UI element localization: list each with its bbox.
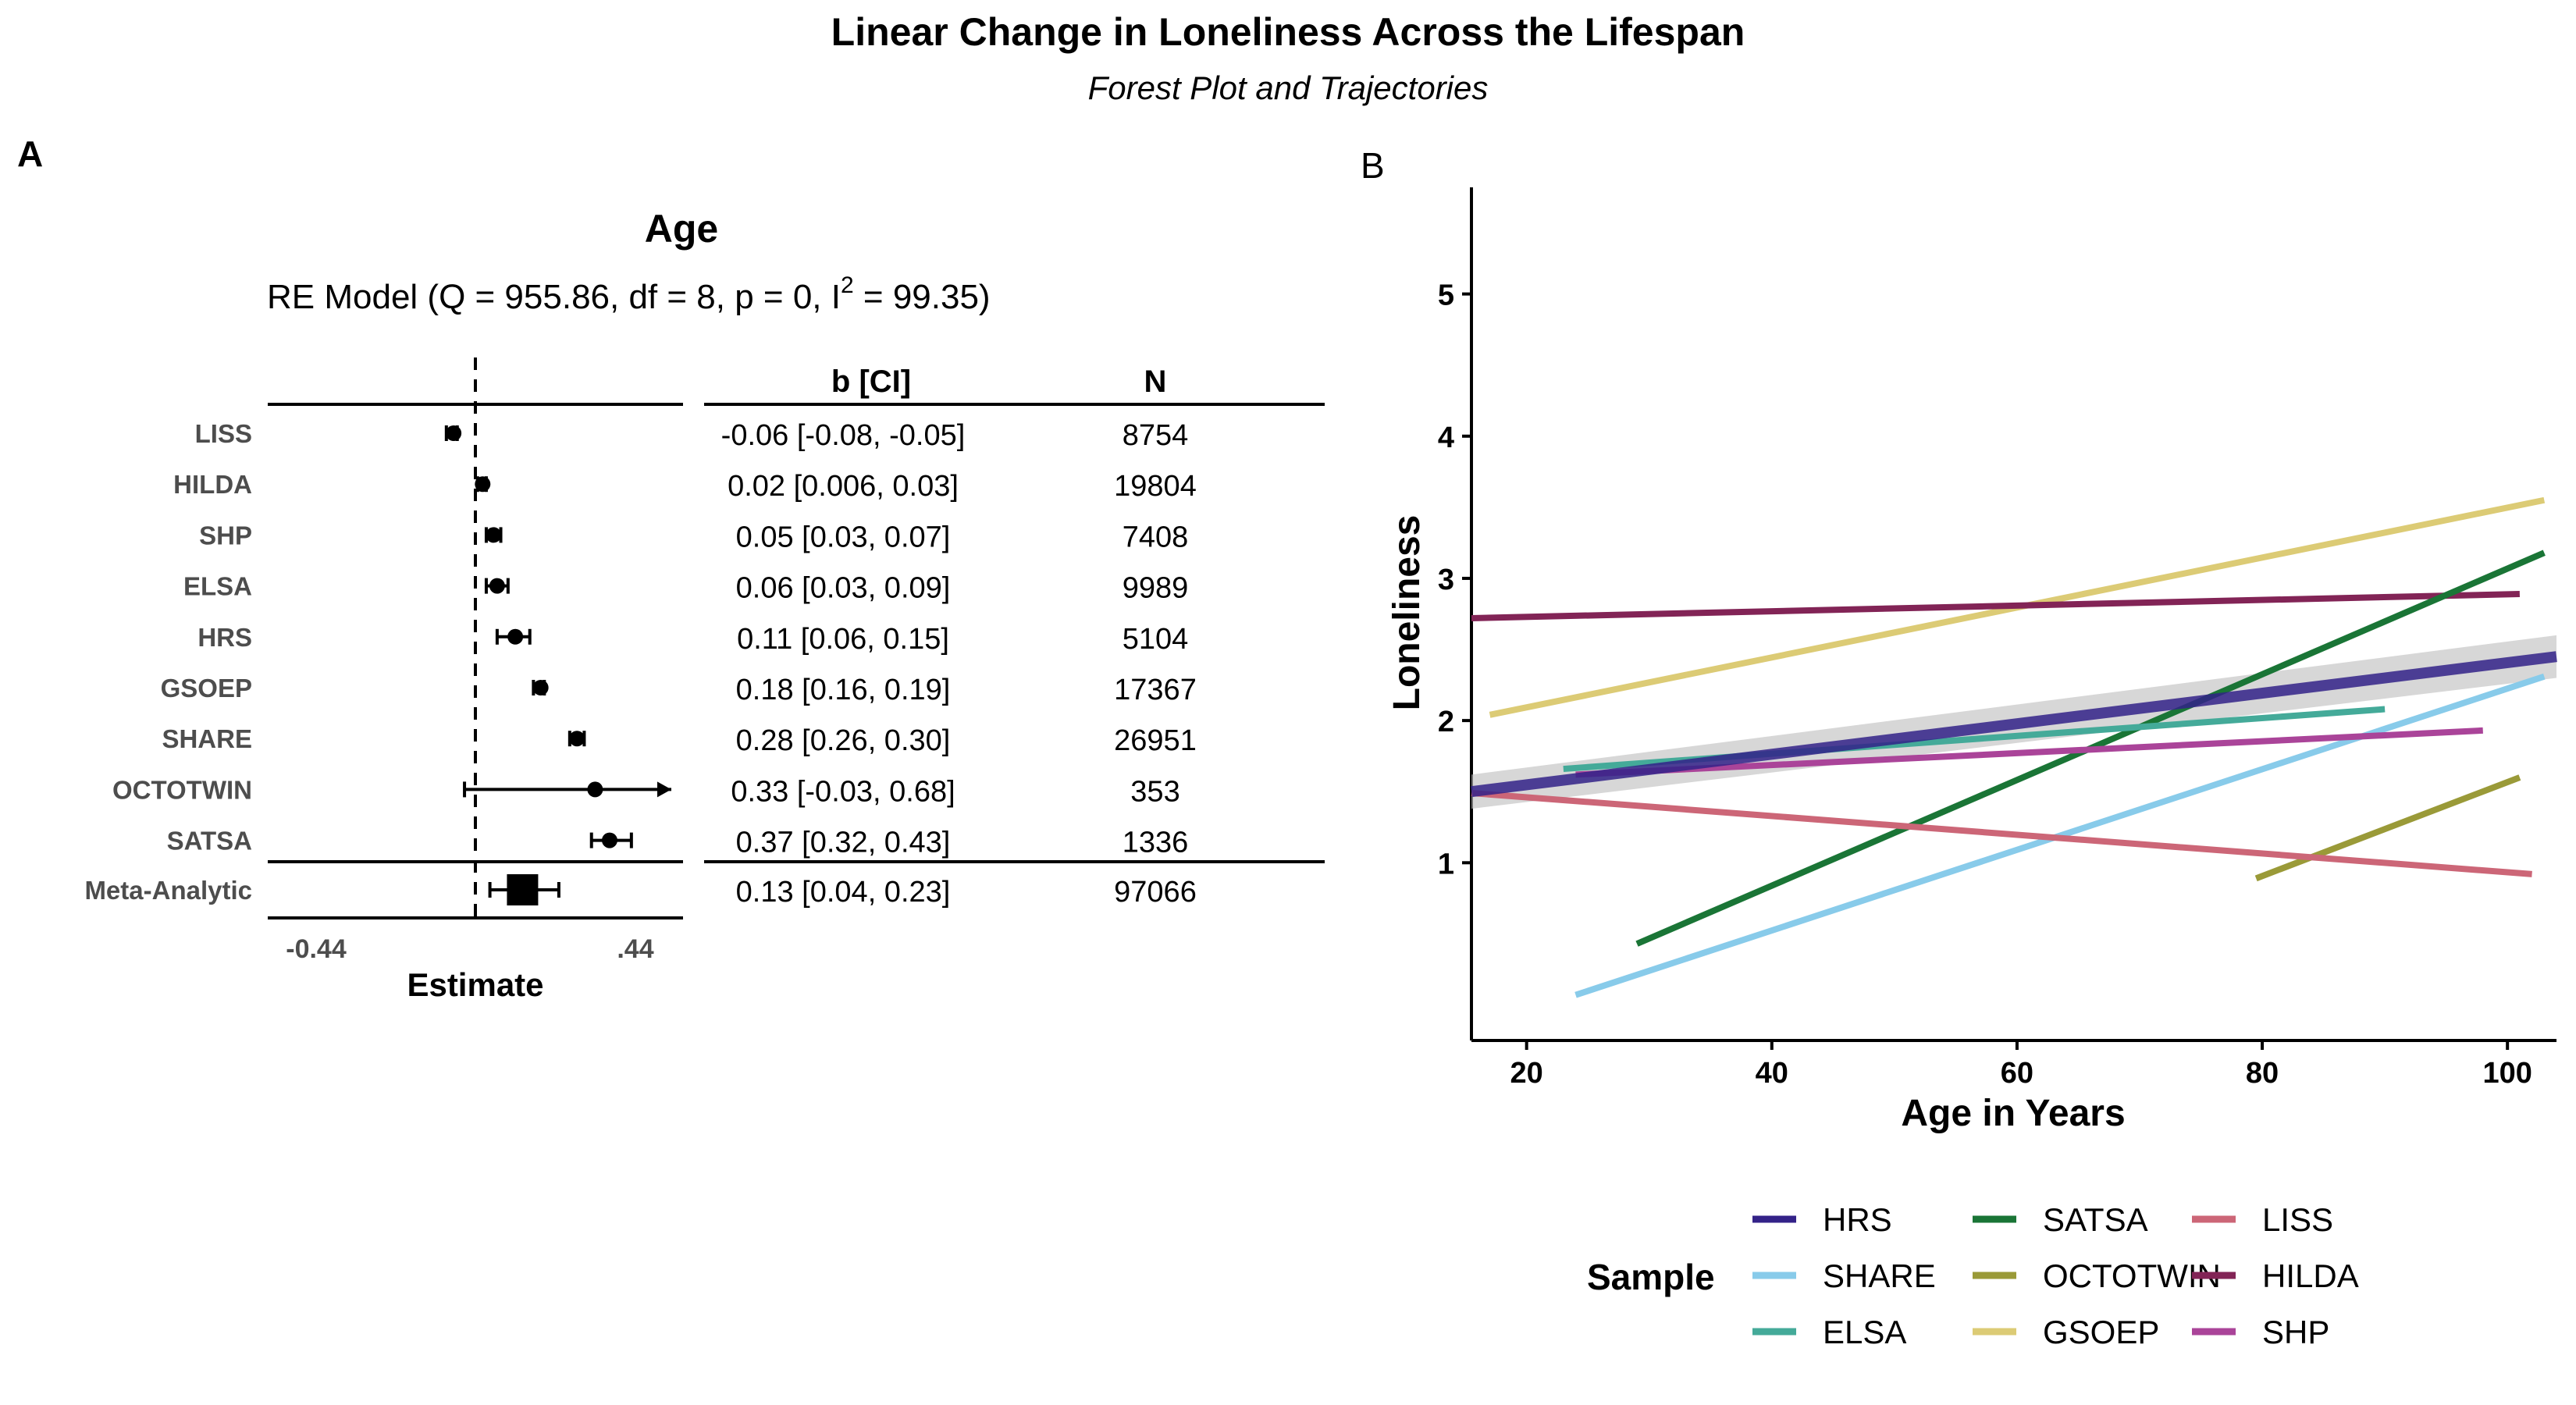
study-estimate-point: [569, 731, 585, 747]
study-estimate-point: [446, 425, 462, 441]
series-line-liss: [1471, 790, 2532, 877]
model-stats: RE Model (Q = 955.86, df = 8, p = 0, I2 …: [267, 272, 991, 316]
y-tick-label: 1: [1438, 848, 1454, 880]
study-label: LISS: [195, 419, 252, 448]
sample-size: 17367: [1114, 674, 1197, 706]
y-tick-label: 4: [1438, 422, 1454, 454]
series-line-hrs: [1471, 651, 2557, 798]
y-tick-label: 3: [1438, 564, 1454, 596]
summary-ci-text: 0.13 [0.04, 0.23]: [736, 876, 951, 909]
model-stats-superscript: 2: [841, 272, 854, 298]
y-tick-label: 5: [1438, 279, 1454, 312]
study-label: OCTOTWIN: [112, 775, 252, 804]
sample-size: 5104: [1123, 623, 1189, 656]
legend-label-shp: SHP: [2262, 1314, 2329, 1350]
panel-a-label: A: [17, 133, 43, 174]
ci-text: 0.28 [0.26, 0.30]: [736, 724, 951, 757]
x-tick-label: 100: [2482, 1057, 2532, 1090]
legend-title: Sample: [1587, 1257, 1715, 1297]
study-label: ELSA: [183, 572, 252, 601]
legend-label-hilda: HILDA: [2262, 1257, 2359, 1294]
trajectory-y-axis-label: Loneliness: [1386, 515, 1428, 711]
sample-size: 19804: [1114, 470, 1197, 503]
study-label: GSOEP: [161, 674, 252, 702]
trajectory-panel: B 1 2 3 4 5 20 40 60 80 100 Age in Years Loneline…: [1361, 145, 2557, 1350]
study-estimate-point: [601, 832, 617, 848]
legend-label-octotwin: OCTOTWIN: [2043, 1257, 2221, 1294]
summary-label: Meta-Analytic: [84, 876, 252, 905]
study-estimate-point: [486, 527, 502, 543]
ci-arrow: [657, 781, 671, 798]
forest-heading: Age: [645, 207, 718, 251]
summary-sample-size: 97066: [1114, 876, 1197, 909]
legend-label-satsa: SATSA: [2043, 1201, 2148, 1238]
x-tick-label: 20: [1510, 1057, 1543, 1090]
ci-text: 0.33 [-0.03, 0.68]: [731, 775, 955, 808]
study-label: SHARE: [162, 724, 252, 753]
series-line-shp: [1575, 727, 2483, 778]
ci-text: 0.18 [0.16, 0.19]: [736, 674, 951, 706]
ci-column-header: b [CI]: [831, 365, 911, 399]
figure-subtitle: Forest Plot and Trajectories: [1088, 69, 1489, 106]
study-label: SHP: [199, 521, 252, 550]
study-estimate-point: [532, 680, 549, 695]
study-estimate-point: [475, 476, 491, 493]
legend-label-liss: LISS: [2262, 1201, 2333, 1238]
x-tick-label: 80: [2246, 1057, 2279, 1090]
y-tick-label: 2: [1438, 706, 1454, 738]
ci-text: 0.06 [0.03, 0.09]: [736, 572, 951, 605]
forest-x-tick-low: -0.44: [286, 934, 347, 964]
sample-size: 9989: [1123, 572, 1189, 605]
legend-label-share: SHARE: [1823, 1257, 1936, 1294]
x-tick-label: 60: [2001, 1057, 2033, 1090]
sample-size: 7408: [1123, 521, 1189, 553]
forest-x-axis-label: Estimate: [407, 966, 543, 1003]
study-estimate-point: [489, 578, 505, 594]
study-label: SATSA: [167, 827, 252, 855]
sample-size: 8754: [1123, 419, 1189, 452]
sample-size: 26951: [1114, 724, 1197, 757]
forest-plot-panel: A Age RE Model (Q = 955.86, df = 8, p = …: [17, 133, 1325, 1003]
sample-size: 1336: [1123, 827, 1189, 859]
n-column-header: N: [1144, 365, 1167, 399]
summary-estimate-square: [507, 874, 539, 905]
forest-x-tick-high: .44: [617, 934, 653, 964]
model-stats-prefix: RE Model (Q = 955.86, df = 8, p = 0, I: [267, 278, 841, 316]
legend: HRS SHARE ELSA SATSA OCTOTWIN GSOEP LISS HILDA S…: [1752, 1201, 2359, 1350]
figure-title: Linear Change in Loneliness Across the L…: [831, 10, 1745, 54]
model-stats-suffix: = 99.35): [854, 278, 991, 316]
study-estimate-point: [507, 628, 524, 645]
ci-text: -0.06 [-0.08, -0.05]: [721, 419, 966, 452]
legend-label-hrs: HRS: [1823, 1201, 1892, 1238]
series-line-octotwin: [2254, 774, 2521, 882]
ci-text: 0.02 [0.006, 0.03]: [728, 470, 959, 503]
study-label: HRS: [197, 623, 252, 652]
ci-text: 0.37 [0.32, 0.43]: [736, 827, 951, 859]
sample-size: 353: [1130, 775, 1179, 808]
series-line-hilda: [1471, 590, 2520, 621]
trajectory-x-axis-label: Age in Years: [1901, 1093, 2125, 1134]
panel-b-label: B: [1361, 145, 1385, 186]
legend-label-elsa: ELSA: [1823, 1314, 1906, 1350]
ci-text: 0.05 [0.03, 0.07]: [736, 521, 951, 553]
ci-text: 0.11 [0.06, 0.15]: [737, 623, 949, 656]
x-tick-label: 40: [1756, 1057, 1788, 1090]
study-estimate-point: [587, 781, 603, 798]
study-label: HILDA: [173, 470, 252, 499]
legend-label-gsoep: GSOEP: [2043, 1314, 2159, 1350]
